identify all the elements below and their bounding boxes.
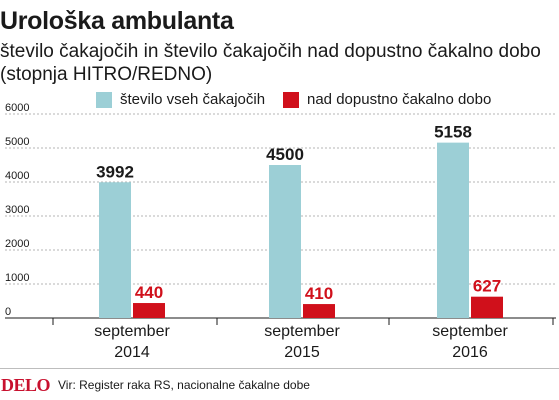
bar bbox=[303, 304, 335, 318]
bar bbox=[437, 142, 469, 318]
footer-divider bbox=[0, 368, 559, 369]
legend-label-over-limit: nad dopustno čakalno dobo bbox=[307, 91, 492, 108]
x-tick-label: september bbox=[264, 323, 340, 340]
y-tick-label: 3000 bbox=[5, 204, 29, 216]
y-tick-label: 6000 bbox=[5, 102, 29, 114]
delo-logo: DELO bbox=[1, 375, 51, 395]
bar bbox=[133, 303, 165, 318]
bar bbox=[269, 165, 301, 318]
data-label: 5158 bbox=[434, 123, 472, 142]
bar bbox=[99, 182, 131, 318]
data-label: 627 bbox=[473, 277, 501, 296]
chart-subtitle: število čakajočih in število čakajočih n… bbox=[0, 41, 541, 85]
bar bbox=[471, 296, 503, 318]
source-note: Vir: Register raka RS, nacionalne čakaln… bbox=[58, 378, 310, 392]
bar-chart: 0 1000 2000 3000 4000 5000 6000 3992 440 septembe… bbox=[5, 102, 556, 361]
y-tick-label: 0 bbox=[5, 306, 11, 318]
data-label: 4500 bbox=[266, 145, 304, 164]
legend-label-all-waiting: število vseh čakajočih bbox=[120, 91, 266, 108]
legend-swatch-all-waiting bbox=[96, 92, 112, 108]
y-tick-label: 5000 bbox=[5, 136, 29, 148]
y-tick-label: 1000 bbox=[5, 272, 29, 284]
x-tick-label: september bbox=[432, 323, 508, 340]
y-tick-label: 4000 bbox=[5, 170, 29, 182]
chart-title: Urološka ambulanta bbox=[0, 7, 234, 35]
data-label: 440 bbox=[135, 283, 163, 302]
legend-swatch-over-limit bbox=[283, 92, 299, 108]
y-tick-label: 2000 bbox=[5, 238, 29, 250]
x-tick-label: 2015 bbox=[284, 344, 320, 361]
data-label: 3992 bbox=[96, 162, 134, 181]
data-label: 410 bbox=[305, 284, 333, 303]
x-tick-label: 2016 bbox=[452, 344, 488, 361]
x-tick-label: september bbox=[94, 323, 170, 340]
x-tick-label: 2014 bbox=[114, 344, 150, 361]
